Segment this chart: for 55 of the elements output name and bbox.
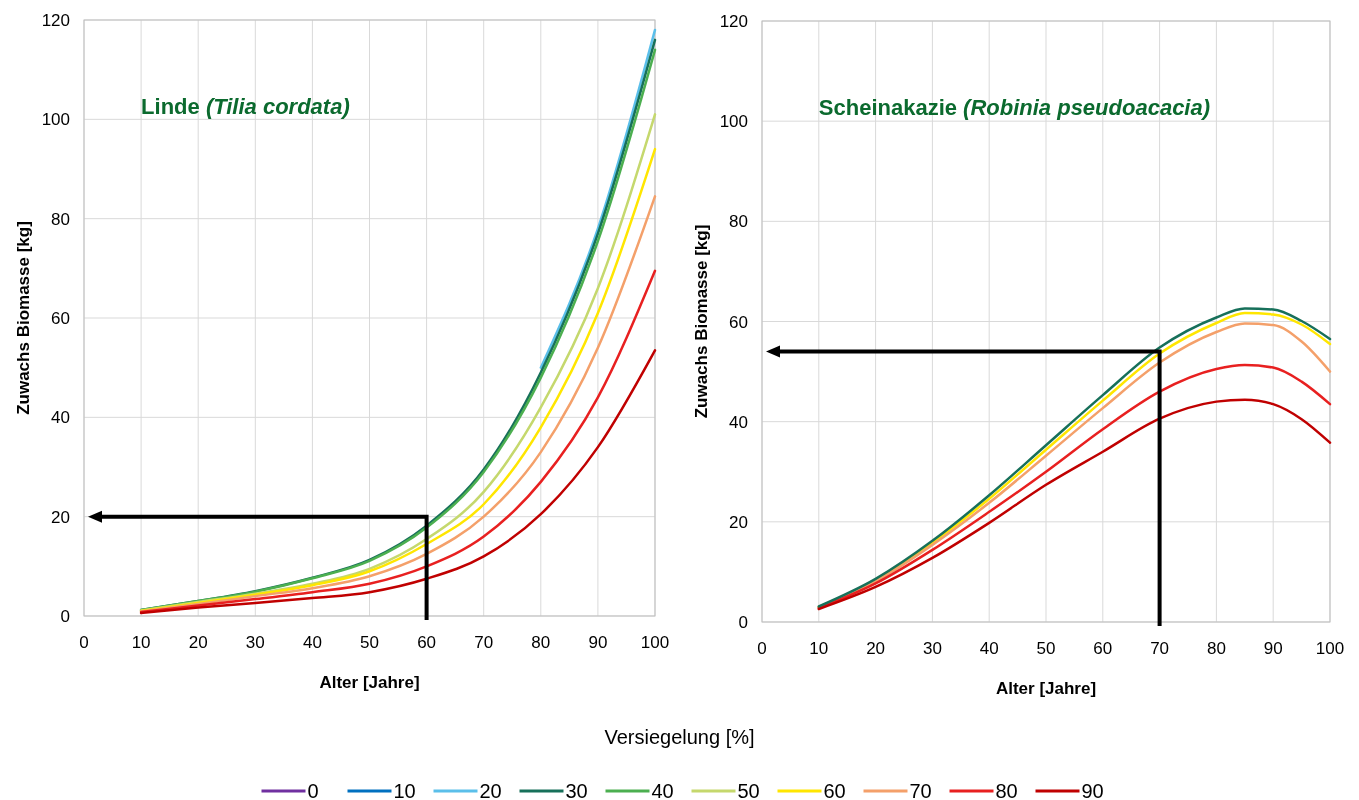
legend-title: Versiegelung [%]: [604, 726, 755, 748]
x-tick-label: 50: [1036, 639, 1056, 658]
y-axis-title: Zuwachs Biomasse [kg]: [14, 221, 33, 415]
legend-label: 90: [1081, 780, 1104, 800]
x-tick-label: 0: [757, 639, 767, 658]
x-tick-label: 70: [1150, 639, 1170, 658]
x-tick-label: 40: [302, 633, 322, 652]
y-tick-label: 80: [729, 212, 748, 232]
x-tick-label: 90: [1263, 639, 1283, 658]
y-tick-label: 0: [60, 607, 70, 626]
x-axis-title: Alter [Jahre]: [995, 679, 1097, 698]
y-tick-label: 20: [729, 512, 748, 532]
y-tick-label: 80: [51, 209, 70, 229]
y-tick-label: 40: [729, 412, 748, 432]
legend-label: 50: [737, 780, 760, 800]
x-tick-label: 80: [531, 633, 551, 652]
x-tick-label: 80: [1206, 639, 1226, 658]
y-tick-label: 60: [729, 312, 748, 332]
x-tick-label: 20: [866, 639, 886, 658]
text: Scheinakazie (Robinia pseudoacacia): [818, 95, 1211, 120]
text: Linde (Tilia cordata): [141, 94, 350, 119]
line-series: [139, 349, 657, 615]
x-tick-label: 100: [640, 633, 670, 652]
x-tick-label: 90: [588, 633, 608, 652]
y-tick-label: 40: [51, 408, 70, 428]
y-tick-label: 60: [51, 309, 70, 328]
legend-label: 80: [995, 780, 1018, 800]
legend-label: 30: [565, 780, 588, 800]
x-tick-label: 30: [922, 639, 942, 658]
x-tick-label: 40: [979, 639, 999, 658]
legend-label: 60: [823, 780, 846, 800]
x-tick-label: 20: [188, 633, 208, 652]
x-tick-label: 100: [1315, 639, 1345, 658]
x-tick-label: 10: [131, 633, 151, 652]
y-axis-title: Zuwachs Biomasse [kg]: [692, 224, 711, 419]
y-tick-label: 120: [719, 12, 748, 31]
x-tick-label: 0: [79, 633, 89, 652]
x-tick-label: 60: [417, 633, 437, 652]
y-tick-label: 20: [51, 507, 70, 527]
y-tick-label: 100: [719, 112, 748, 132]
line-series: [139, 269, 657, 614]
x-axis-title: Alter [Jahre]: [319, 673, 420, 692]
x-tick-label: 30: [245, 633, 265, 652]
y-tick-label: 120: [41, 11, 70, 30]
y-tick-label: 0: [738, 613, 748, 632]
x-tick-label: 70: [474, 633, 494, 652]
x-tick-label: 10: [809, 639, 829, 658]
legend-label: 20: [479, 780, 502, 800]
x-tick-label: 50: [360, 633, 379, 652]
legend-label: 10: [393, 780, 416, 800]
legend-label: 40: [651, 780, 674, 800]
y-tick-label: 100: [41, 110, 70, 130]
legend-label: 0: [307, 780, 319, 800]
x-tick-label: 60: [1093, 639, 1113, 658]
legend-label: 70: [909, 780, 932, 800]
